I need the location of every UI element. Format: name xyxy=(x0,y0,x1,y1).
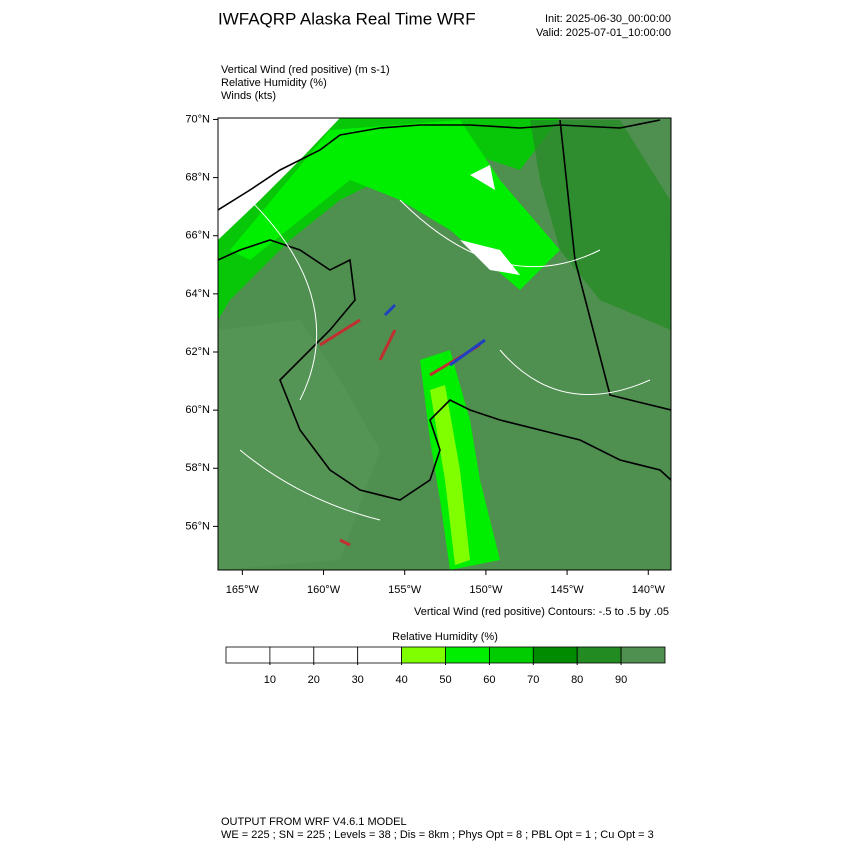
field-label: Vertical Wind (red positive) (m s-1) xyxy=(221,64,390,76)
x-tick-label: 145°W xyxy=(551,584,585,596)
y-tick-label: 64°N xyxy=(185,288,210,300)
y-tick-label: 60°N xyxy=(185,404,210,416)
rh-dry-area xyxy=(470,165,495,190)
colorbar-box xyxy=(445,646,490,664)
coastline xyxy=(218,119,671,501)
y-tick-label: 58°N xyxy=(185,462,210,474)
map-frame xyxy=(217,117,672,571)
colorbar-tick-label: 50 xyxy=(439,674,451,686)
init-time: Init: 2025-06-30_00:00:00 xyxy=(545,13,671,25)
map-axes: 56°N 58°N 60°N 62°N 64°N 66°N 68°N 70°N 165°W 160… xyxy=(185,113,665,596)
colorbar-tick-label: 70 xyxy=(527,674,539,686)
valid-time: Valid: 2025-07-01_10:00:00 xyxy=(536,27,671,39)
colorbar-tick-label: 40 xyxy=(395,674,407,686)
footer: WE = 225 ; SN = 225 ; Levels = 38 ; Dis … xyxy=(221,829,654,841)
rh-band xyxy=(430,385,470,565)
vertical-wind xyxy=(383,303,486,367)
contour xyxy=(239,199,651,521)
rh-dry-area xyxy=(218,118,340,240)
title: IWFAQRP Alaska Real Time WRF xyxy=(218,9,476,28)
colorbar-tick-label: 60 xyxy=(483,674,495,686)
colorbar-tick-label: 90 xyxy=(615,674,627,686)
x-tick-label: 165°W xyxy=(226,584,260,596)
y-tick-label: 62°N xyxy=(185,346,210,358)
field-label: Relative Humidity (%) xyxy=(221,77,327,89)
field-label: Winds (kts) xyxy=(221,90,276,102)
x-tick-label: 140°W xyxy=(632,584,666,596)
colorbar-box xyxy=(576,646,622,664)
colorbar-tick-label: 20 xyxy=(308,674,320,686)
y-tick-label: 56°N xyxy=(185,520,210,532)
x-tick-label: 160°W xyxy=(307,584,341,596)
y-tick-label: 70°N xyxy=(185,113,210,125)
colorbar-box xyxy=(532,646,578,664)
y-tick-label: 66°N xyxy=(185,230,210,242)
vertical-wind xyxy=(319,318,481,547)
x-tick-label: 150°W xyxy=(469,584,503,596)
map xyxy=(217,117,672,571)
colorbar-box xyxy=(401,646,446,664)
colorbar-box xyxy=(620,646,666,664)
colorbar-box xyxy=(357,646,403,664)
footer: OUTPUT FROM WRF V4.6.1 MODEL xyxy=(221,816,407,828)
contour-note: Vertical Wind (red positive) Contours: -… xyxy=(414,606,669,618)
colorbar-title: Relative Humidity (%) xyxy=(392,631,498,643)
x-tick-label: 155°W xyxy=(388,584,422,596)
colorbar-tick-label: 10 xyxy=(264,674,276,686)
colorbar-box xyxy=(269,646,315,664)
colorbar-box xyxy=(488,646,534,664)
y-tick-label: 68°N xyxy=(185,171,210,183)
colorbar-box xyxy=(313,646,359,664)
colorbar: 10 20 30 40 50 60 70 80 90 xyxy=(225,646,666,686)
colorbar-tick-label: 80 xyxy=(571,674,583,686)
rh-dry-area xyxy=(460,240,520,275)
colorbar-tick-label: 30 xyxy=(352,674,364,686)
colorbar-box xyxy=(225,646,271,664)
